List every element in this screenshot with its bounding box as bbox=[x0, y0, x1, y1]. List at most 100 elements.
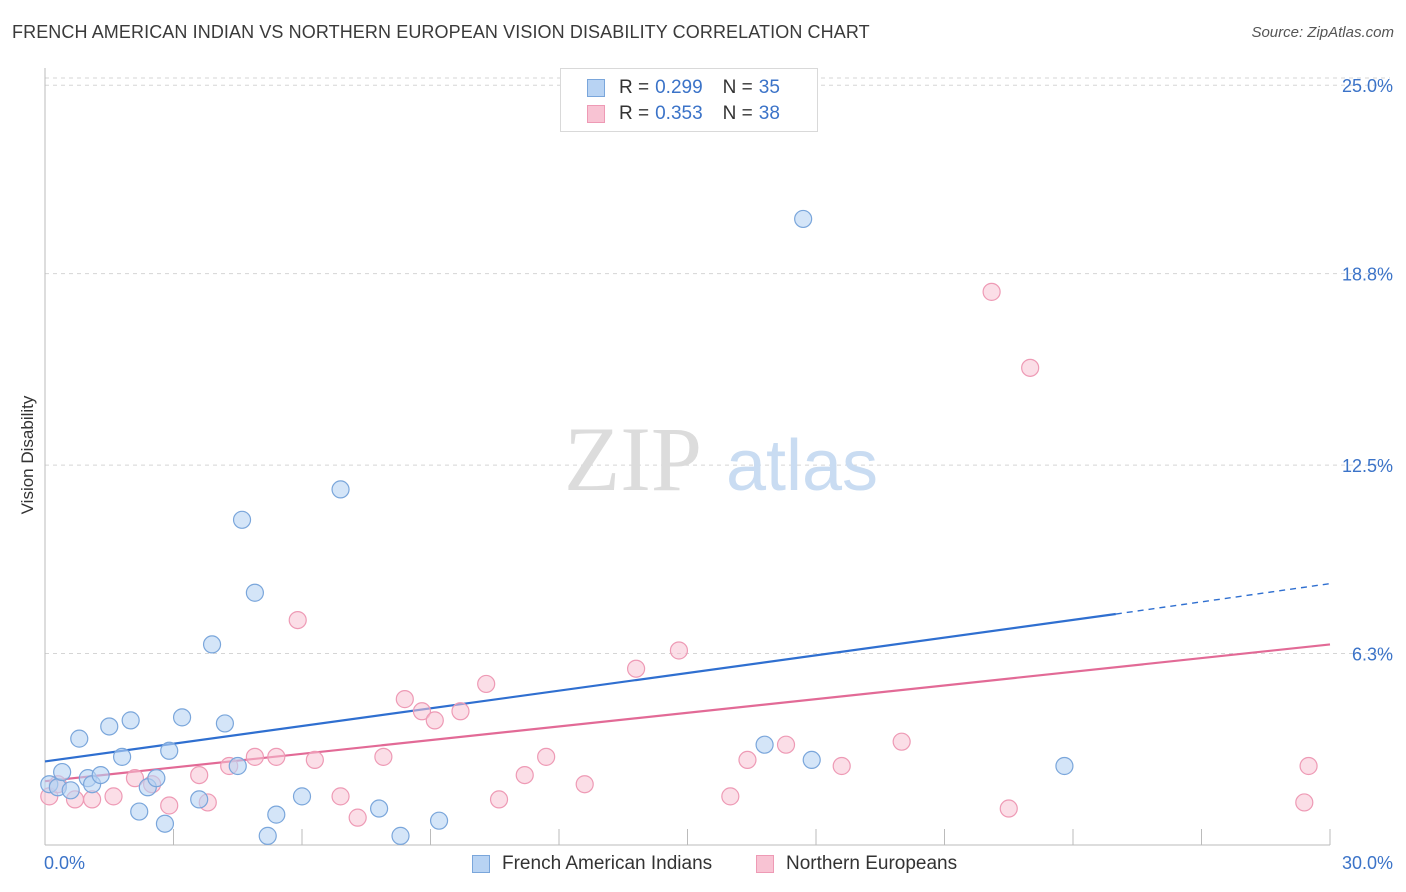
watermark: ZIP atlas bbox=[564, 408, 878, 510]
data-point-french-american-indians bbox=[391, 826, 410, 845]
bottom-legend-label-pink: Northern Europeans bbox=[786, 853, 958, 874]
legend-r-label: R = bbox=[619, 77, 650, 98]
x-tick-label: 30.0% bbox=[1342, 853, 1393, 873]
data-point-french-american-indians bbox=[292, 787, 312, 806]
data-point-northern-europeans bbox=[425, 711, 444, 730]
watermark-zip: ZIP bbox=[564, 408, 702, 510]
data-point-northern-europeans bbox=[83, 790, 102, 809]
data-point-french-american-indians bbox=[1055, 756, 1074, 776]
y-tick-label: 25.0% bbox=[1342, 76, 1393, 96]
data-point-french-american-indians bbox=[130, 802, 149, 821]
data-point-northern-europeans bbox=[832, 756, 851, 776]
data-point-northern-europeans bbox=[267, 747, 286, 766]
data-point-northern-europeans bbox=[348, 808, 367, 827]
axes bbox=[44, 68, 1331, 846]
data-point-french-american-indians bbox=[91, 765, 110, 785]
data-point-french-american-indians bbox=[202, 635, 222, 654]
data-point-french-american-indians bbox=[755, 735, 774, 754]
bottom-legend-swatch-blue bbox=[472, 855, 490, 873]
bottom-legend-swatch-pink bbox=[756, 855, 774, 873]
data-point-french-american-indians bbox=[258, 826, 277, 845]
data-point-northern-europeans bbox=[721, 787, 740, 806]
data-point-northern-europeans bbox=[515, 765, 534, 785]
watermark-atlas: atlas bbox=[726, 426, 878, 506]
source-label: Source: ZipAtlas.com bbox=[1251, 24, 1394, 41]
legend-n-label: N = bbox=[722, 77, 753, 98]
trend-lines bbox=[44, 582, 1331, 783]
data-point-french-american-indians bbox=[70, 729, 89, 748]
data-point-northern-europeans bbox=[1299, 756, 1318, 776]
grid-lines bbox=[45, 77, 1390, 655]
data-point-french-american-indians bbox=[802, 750, 821, 770]
data-point-french-american-indians bbox=[61, 781, 80, 800]
data-point-french-american-indians bbox=[370, 799, 389, 818]
data-point-french-american-indians bbox=[121, 711, 140, 730]
bottom-legend-blue: French American Indians bbox=[472, 851, 712, 877]
data-point-french-american-indians bbox=[112, 747, 132, 766]
data-point-northern-europeans bbox=[374, 747, 393, 766]
data-point-french-american-indians bbox=[53, 762, 72, 782]
data-point-northern-europeans bbox=[104, 787, 123, 806]
data-point-northern-europeans bbox=[288, 610, 307, 630]
data-point-french-american-indians bbox=[232, 510, 252, 529]
data-point-french-american-indians bbox=[100, 717, 119, 736]
data-point-french-american-indians bbox=[228, 756, 247, 776]
y-tick-label: 12.5% bbox=[1342, 456, 1393, 476]
data-point-french-american-indians bbox=[155, 814, 175, 833]
data-point-northern-europeans bbox=[999, 799, 1018, 818]
data-point-northern-europeans bbox=[575, 775, 594, 794]
x-tick-label: 0.0% bbox=[44, 853, 85, 873]
y-axis-label: Vision Disability bbox=[18, 395, 37, 515]
legend-r-value: 0.299 bbox=[655, 77, 703, 98]
legend-n-value: 35 bbox=[758, 77, 780, 98]
data-point-northern-europeans bbox=[738, 750, 757, 770]
trend-line-blue-extension bbox=[1115, 582, 1331, 615]
data-point-french-american-indians bbox=[331, 480, 350, 499]
data-point-northern-europeans bbox=[626, 659, 646, 678]
bottom-legend-label-blue: French American Indians bbox=[502, 853, 713, 874]
data-point-french-american-indians bbox=[160, 741, 179, 760]
data-point-french-american-indians bbox=[429, 811, 449, 830]
legend-n-label: N = bbox=[722, 103, 753, 124]
data-point-northern-europeans bbox=[412, 702, 432, 721]
bottom-legend-pink: Northern Europeans bbox=[756, 851, 957, 877]
y-tick-label: 6.3% bbox=[1352, 645, 1393, 665]
data-point-northern-europeans bbox=[160, 796, 179, 815]
data-point-northern-europeans bbox=[477, 674, 496, 694]
data-points bbox=[40, 209, 1318, 845]
trend-line-blue bbox=[44, 612, 1116, 763]
data-point-northern-europeans bbox=[331, 787, 350, 806]
data-point-northern-europeans bbox=[669, 641, 689, 660]
data-point-northern-europeans bbox=[489, 790, 509, 809]
data-point-northern-europeans bbox=[1295, 793, 1314, 812]
data-point-northern-europeans bbox=[451, 702, 470, 721]
data-point-northern-europeans bbox=[305, 750, 324, 770]
data-point-french-american-indians bbox=[215, 714, 234, 733]
data-point-french-american-indians bbox=[190, 790, 209, 809]
data-point-french-american-indians bbox=[267, 805, 286, 824]
legend-row-pink: R = 0.353 N = 38 bbox=[587, 102, 780, 126]
data-point-northern-europeans bbox=[892, 732, 911, 751]
legend-r-value: 0.353 bbox=[655, 103, 703, 124]
data-point-french-american-indians bbox=[794, 209, 813, 229]
data-point-northern-europeans bbox=[125, 769, 145, 788]
data-point-northern-europeans bbox=[982, 282, 1001, 301]
data-point-northern-europeans bbox=[190, 765, 209, 785]
legend-swatch-blue bbox=[587, 79, 605, 97]
data-point-french-american-indians bbox=[172, 708, 192, 727]
legend-n-value: 38 bbox=[758, 103, 780, 124]
correlation-legend: R = 0.299 N = 35 R = 0.353 N = 38 bbox=[560, 68, 818, 132]
legend-r-label: R = bbox=[619, 103, 650, 124]
y-tick-label: 18.8% bbox=[1342, 265, 1393, 285]
tick-labels: 6.3% 12.5% 18.8% 25.0% 0.0% 30.0% bbox=[44, 76, 1393, 873]
data-point-northern-europeans bbox=[537, 747, 556, 766]
legend-swatch-pink bbox=[587, 105, 605, 123]
data-point-northern-europeans bbox=[245, 747, 264, 766]
legend-row-blue: R = 0.299 N = 35 bbox=[587, 76, 780, 100]
data-point-northern-europeans bbox=[776, 735, 796, 754]
chart-title: FRENCH AMERICAN INDIAN VS NORTHERN EUROP… bbox=[12, 22, 870, 42]
data-point-northern-europeans bbox=[1021, 358, 1040, 377]
data-point-french-american-indians bbox=[245, 583, 264, 602]
data-point-french-american-indians bbox=[147, 769, 166, 788]
